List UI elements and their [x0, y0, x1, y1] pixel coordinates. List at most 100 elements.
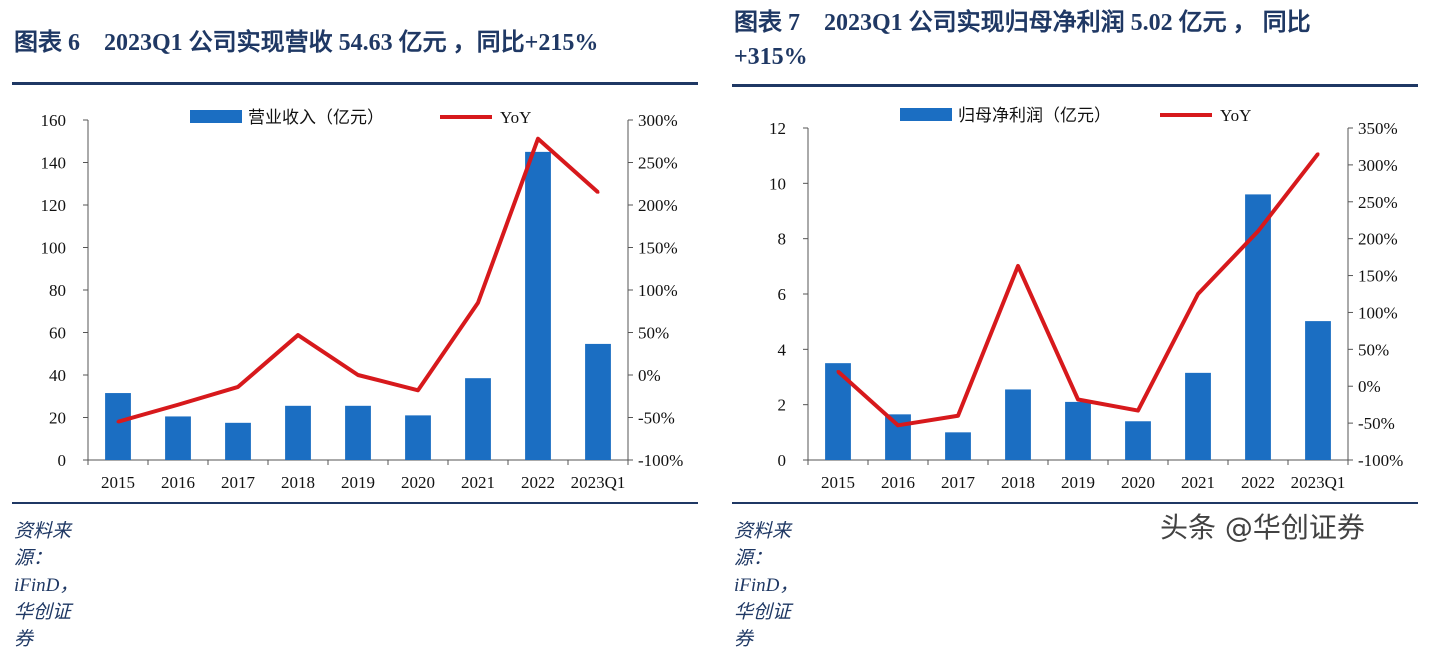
title-rule [12, 82, 698, 85]
x-tick-label: 2015 [101, 473, 135, 492]
revenue-chart: 0 20 40 60 80 100 120 140 160 -100% -50% 0% 50% 100% 1… [41, 108, 684, 492]
y-tick-label-right: 300% [1358, 156, 1398, 175]
yoy-point-2018 [296, 333, 300, 337]
source-rule [732, 502, 1418, 504]
bar-2023Q1 [585, 343, 611, 460]
y-tick-label-left: 4 [778, 340, 787, 359]
x-tick-label: 2018 [281, 473, 315, 492]
y-tick-label-left: 12 [769, 119, 786, 138]
yoy-point-2016 [896, 423, 900, 427]
x-tick-label: 2017 [221, 473, 256, 492]
bar-2019 [345, 405, 371, 460]
bar-2018 [1005, 389, 1031, 460]
yoy-point-2017 [956, 414, 960, 418]
yoy-point-2017 [236, 385, 240, 389]
bar-2017 [945, 432, 971, 460]
legend-bar-label: 归母净利润（亿元） [958, 106, 1111, 125]
y-tick-label-right: 200% [638, 196, 678, 215]
y-tick-label-right: 300% [638, 111, 678, 130]
x-tick-label: 2019 [1061, 473, 1095, 492]
y-tick-label-left: 0 [778, 451, 787, 470]
source-note: 资料来源：iFinD，华创证券 [14, 521, 79, 650]
y-tick-label-right: -50% [638, 409, 675, 428]
y-tick-label-left: 2 [778, 396, 787, 415]
x-tick-label: 2018 [1001, 473, 1035, 492]
yoy-point-2022 [1256, 229, 1260, 233]
y-tick-label-right: 350% [1358, 119, 1398, 138]
legend-bar-swatch [900, 108, 952, 121]
bar-2021 [1185, 372, 1211, 460]
y-tick-label-right: 50% [638, 324, 669, 343]
bar-2020 [1125, 421, 1151, 460]
yoy-point-2015 [116, 420, 120, 424]
y-tick-label-right: 0% [638, 366, 661, 385]
watermark: 头条 @华创证券 [1160, 511, 1365, 544]
y-tick-label-right: 0% [1358, 377, 1381, 396]
y-tick-label-right: 250% [1358, 193, 1398, 212]
yoy-point-2022 [536, 137, 540, 141]
x-tick-label: 2022 [1241, 473, 1275, 492]
y-tick-label-left: 80 [49, 281, 66, 300]
y-tick-label-right: 50% [1358, 340, 1389, 359]
source-note: 资料来源：iFinD，华创证券 [734, 521, 799, 650]
y-tick-label-right: -100% [638, 451, 683, 470]
yoy-point-2020 [416, 388, 420, 392]
x-tick-label: 2023Q1 [1291, 473, 1346, 492]
y-tick-label-left: 20 [49, 409, 66, 428]
x-tick-label: 2017 [941, 473, 976, 492]
y-tick-label-right: 150% [638, 239, 678, 258]
yoy-point-2023Q1 [1316, 152, 1320, 156]
yoy-point-2019 [356, 373, 360, 377]
y-tick-label-right: 200% [1358, 230, 1398, 249]
y-tick-label-right: -100% [1358, 451, 1403, 470]
y-tick-label-left: 10 [769, 174, 786, 193]
x-tick-label: 2021 [461, 473, 495, 492]
title-rule [732, 84, 1418, 87]
x-tick-label: 2020 [1121, 473, 1155, 492]
legend-line-label: YoY [500, 108, 531, 127]
bar-2019 [1065, 401, 1091, 460]
x-tick-label: 2016 [161, 473, 195, 492]
yoy-point-2020 [1136, 409, 1140, 413]
chart-title-line-1: 图表 6 2023Q1 公司实现营收 54.63 亿元 ，同比+215% [14, 30, 599, 56]
y-tick-label-right: -50% [1358, 414, 1395, 433]
chart-title-line-2: +315% [734, 44, 808, 70]
y-tick-label-left: 160 [41, 111, 67, 130]
bar-2022 [1245, 194, 1271, 460]
bar-2017 [225, 422, 251, 460]
y-tick-label-left: 0 [58, 451, 67, 470]
x-tick-label: 2019 [341, 473, 375, 492]
y-tick-label-left: 40 [49, 366, 66, 385]
y-tick-label-right: 100% [1358, 303, 1398, 322]
yoy-point-2016 [176, 403, 180, 407]
source-rule [12, 502, 698, 504]
x-tick-label: 2020 [401, 473, 435, 492]
x-tick-label: 2015 [821, 473, 855, 492]
x-tick-label: 2023Q1 [571, 473, 626, 492]
bar-2020 [405, 415, 431, 460]
bar-2016 [885, 414, 911, 460]
y-tick-label-right: 150% [1358, 267, 1398, 286]
y-tick-label-left: 120 [41, 196, 67, 215]
yoy-point-2018 [1016, 264, 1020, 268]
bar-2021 [465, 378, 491, 460]
x-tick-label: 2021 [1181, 473, 1215, 492]
x-tick-label: 2016 [881, 473, 915, 492]
bar-2023Q1 [1305, 321, 1331, 460]
yoy-point-2021 [476, 301, 480, 305]
yoy-point-2019 [1076, 398, 1080, 402]
y-tick-label-left: 60 [49, 324, 66, 343]
x-tick-label: 2022 [521, 473, 555, 492]
legend-bar-swatch [190, 110, 242, 123]
net-profit-chart: 0 2 4 6 8 10 12 -100% -50% 0% 50% 100% 150% 200% 250% 3… [769, 106, 1403, 492]
y-tick-label-left: 100 [41, 239, 67, 258]
y-tick-label-left: 140 [41, 154, 67, 173]
bar-2015 [105, 393, 131, 460]
legend-bar-label: 营业收入（亿元） [248, 108, 384, 127]
chart-title-line-1: 图表 7 2023Q1 公司实现归母净利润 5.02 亿元 ， 同比 [734, 10, 1311, 36]
chart-title: 图表 7 2023Q1 公司实现归母净利润 5.02 亿元 ， 同比 +315% [734, 6, 1424, 74]
legend-line-label: YoY [1220, 106, 1251, 125]
y-tick-label-left: 8 [778, 230, 787, 249]
bar-2018 [285, 405, 311, 460]
bar-2022 [525, 151, 551, 460]
